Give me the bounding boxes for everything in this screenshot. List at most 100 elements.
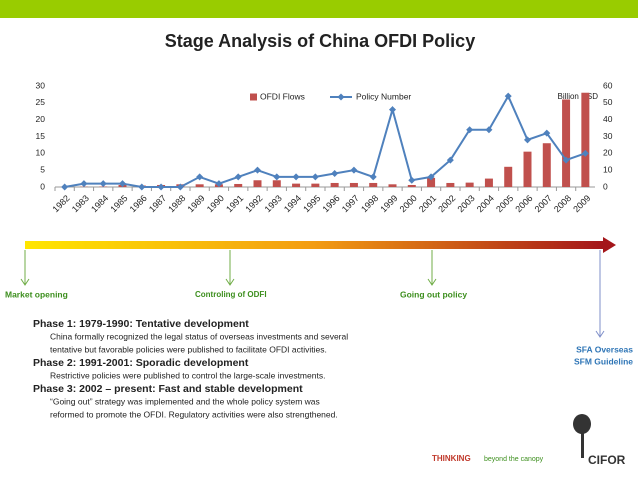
x-tick-label: 1997 <box>340 193 361 214</box>
line-marker <box>389 106 396 114</box>
line-marker <box>215 180 223 188</box>
x-tick-label: 1992 <box>243 193 264 214</box>
bar <box>484 178 493 187</box>
timeline-arrowhead <box>603 237 616 253</box>
phase-text: Restrictive policies were published to c… <box>50 370 325 380</box>
legend-label: Policy Number <box>356 91 411 101</box>
line-marker <box>99 180 107 188</box>
phase-title: Phase 1: 1979-1990: Tentative developmen… <box>33 318 249 330</box>
x-tick-label: 2002 <box>436 193 457 214</box>
bar <box>311 183 320 187</box>
annotation: Billion USD <box>558 92 599 101</box>
y2-tick-label: 50 <box>603 97 613 107</box>
bar <box>272 180 281 187</box>
x-tick-label: 2000 <box>398 193 419 214</box>
x-tick-label: 1995 <box>301 193 322 214</box>
line-marker <box>562 156 570 164</box>
y-tick-label: 30 <box>36 80 46 90</box>
tagline: beyond the canopy <box>484 456 544 463</box>
bar <box>407 184 416 187</box>
x-tick-label: 1996 <box>321 193 342 214</box>
line-marker <box>157 183 165 191</box>
x-tick-label: 2005 <box>494 193 515 214</box>
y-tick-label: 20 <box>36 114 46 124</box>
x-tick-label: 1990 <box>205 193 226 214</box>
x-tick-label: 1993 <box>263 193 284 214</box>
phase-title: Phase 2: 1991-2001: Sporadic development <box>33 357 249 369</box>
y-tick-label: 10 <box>36 148 46 158</box>
timeline-label: Controling of ODFI <box>195 290 267 299</box>
y-tick-label: 15 <box>36 131 46 141</box>
timeline-label: Going out policy <box>400 289 467 299</box>
line-marker <box>61 183 69 191</box>
phase-text: tentative but favorable policies were pu… <box>50 344 327 354</box>
line-marker <box>350 166 358 174</box>
line-marker <box>466 126 474 134</box>
timeline-label: SFM Guideline <box>574 356 633 366</box>
line-marker <box>581 149 589 157</box>
timeline-arrows <box>20 250 437 286</box>
bar <box>465 182 474 187</box>
bar <box>523 151 532 187</box>
tagline-bold: THINKING <box>432 454 471 463</box>
x-tick-label: 2006 <box>513 193 534 214</box>
x-tick-label: 2008 <box>552 193 573 214</box>
bar <box>234 183 243 187</box>
line-marker <box>138 183 146 191</box>
line-marker <box>369 173 377 181</box>
y2-tick-label: 30 <box>603 131 613 141</box>
line-marker <box>331 170 339 178</box>
line-marker <box>273 173 281 181</box>
x-tick-label: 1983 <box>70 193 91 214</box>
line-marker <box>254 166 261 174</box>
bar <box>542 143 551 187</box>
bar <box>349 182 358 187</box>
bar <box>446 182 455 187</box>
x-tick-label: 2007 <box>533 193 554 214</box>
x-tick-label: 1984 <box>89 193 110 214</box>
x-tick-label: 1985 <box>108 193 129 214</box>
x-tick-label: 1999 <box>378 193 399 214</box>
timeline-bar <box>25 241 603 249</box>
line-marker <box>292 173 300 181</box>
bar <box>330 182 339 187</box>
x-tick-label: 1998 <box>359 193 380 214</box>
bar <box>195 184 204 187</box>
bar <box>369 182 378 187</box>
x-tick-label: 2001 <box>417 193 438 214</box>
x-tick-label: 2009 <box>571 193 592 214</box>
y2-tick-label: 60 <box>603 80 613 90</box>
line-marker <box>427 173 435 181</box>
x-tick-label: 2004 <box>475 193 496 214</box>
x-tick-label: 1987 <box>147 193 168 214</box>
line-marker <box>176 183 184 191</box>
y2-tick-label: 40 <box>603 114 613 124</box>
bar <box>504 166 513 187</box>
y-tick-label: 5 <box>40 164 45 174</box>
top-bar <box>0 0 638 18</box>
chart-title: Stage Analysis of China OFDI Policy <box>165 31 475 51</box>
phase-text: reformed to promote the OFDI. Regulatory… <box>50 409 338 419</box>
y-tick-label: 0 <box>40 181 45 191</box>
line-marker <box>543 129 551 137</box>
bar <box>292 183 301 187</box>
timeline-label: SFA Overseas <box>576 344 633 354</box>
x-tick-label: 2003 <box>456 193 477 214</box>
y2-tick-label: 20 <box>603 148 613 158</box>
legend-label: OFDI Flows <box>260 91 305 101</box>
x-tick-label: 1989 <box>186 193 207 214</box>
line-marker <box>524 136 531 144</box>
x-tick-label: 1982 <box>51 193 72 214</box>
x-tick-label: 1994 <box>282 193 303 214</box>
x-tick-label: 1988 <box>166 193 187 214</box>
line-marker <box>234 173 242 181</box>
line-marker <box>196 173 204 181</box>
line-marker <box>119 180 126 188</box>
line-marker <box>311 173 319 181</box>
legend-swatch <box>250 93 257 101</box>
bar <box>562 99 571 187</box>
x-tick-label: 1986 <box>128 193 149 214</box>
y2-tick-label: 10 <box>603 164 613 174</box>
bar <box>427 177 436 187</box>
